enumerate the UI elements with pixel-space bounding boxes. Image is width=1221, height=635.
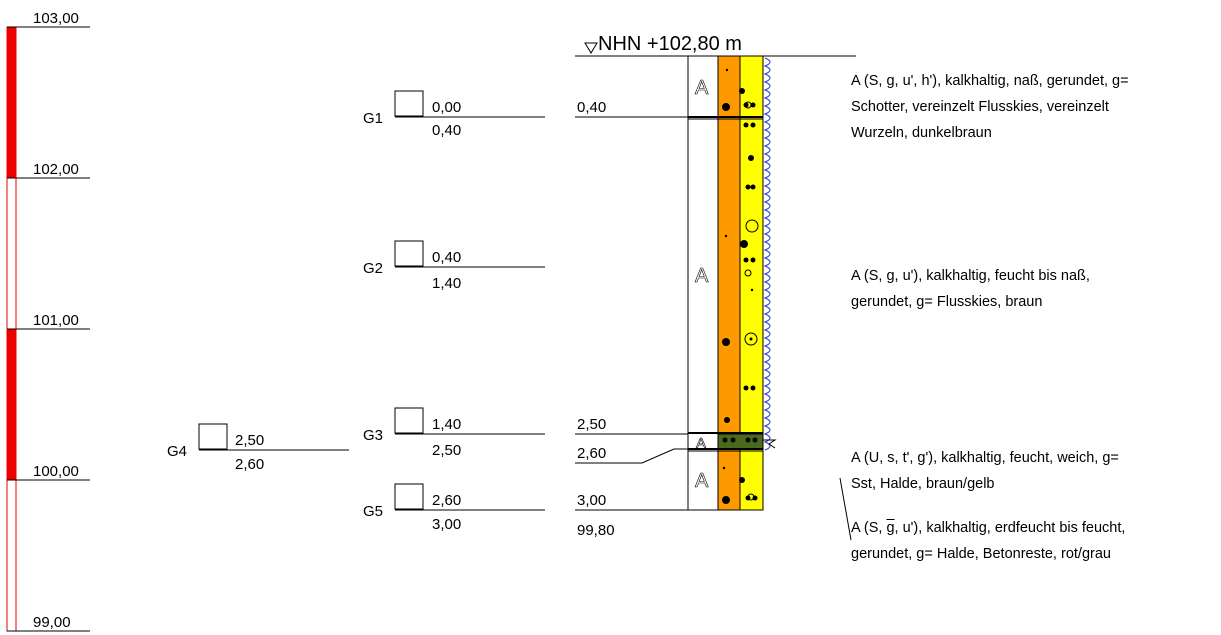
scale-segment-filled: [6, 26, 17, 179]
description-line: gerundet, g= Flusskies, braun: [851, 294, 1043, 310]
description-leader-line: [839, 477, 852, 541]
layer-code: A: [695, 265, 709, 287]
description-line: A (U, s, t', g'), kalkhaltig, feucht, we…: [851, 450, 1119, 466]
sample-id: G1: [363, 110, 383, 127]
layer-description: A (S, g, u'), kalkhaltig, erdfeucht bis …: [851, 515, 1211, 567]
sample-from: 2,60: [432, 492, 461, 509]
sample-G5: G5 2,60 3,00: [363, 483, 545, 533]
layer-description: A (S, g, u'), kalkhaltig, feucht bis naß…: [851, 263, 1211, 315]
scale-segment-filled: [6, 328, 17, 481]
layer-code-column: [687, 55, 719, 511]
description-line: A (S, g, u'), kalkhaltig, erdfeucht bis …: [851, 520, 1126, 536]
sample-G2: G2 0,40 1,40: [363, 240, 545, 292]
layer-code: A: [695, 470, 709, 492]
sample-box: [394, 90, 424, 117]
sample-G3: G3 1,40 2,50: [363, 407, 545, 459]
sample-id: G3: [363, 427, 383, 444]
sample-to: 2,60: [235, 456, 264, 473]
groundwater-wave-icon: [763, 57, 771, 451]
sample-box: [394, 240, 424, 267]
scale-label: 102,00: [33, 161, 79, 178]
scale-label: 101,00: [33, 312, 79, 329]
sample-box: [394, 407, 424, 434]
layer-bottom-label: 0,40: [577, 99, 606, 116]
sample-box: [198, 423, 228, 450]
sample-from: 1,40: [432, 416, 461, 433]
description-line: gerundet, g= Halde, Betonreste, rot/grau: [851, 546, 1111, 562]
layer-description: A (U, s, t', g'), kalkhaltig, feucht, we…: [851, 445, 1211, 497]
elevation-scale: 103,00 102,00 101,00 100,00 99,00: [6, 10, 90, 632]
layer-bottom-label: 2,50: [577, 416, 606, 433]
sample-from: 0,00: [432, 99, 461, 116]
description-line: Schotter, vereinzelt Flusskies, vereinze…: [851, 99, 1109, 115]
soil-symbols: [722, 68, 759, 504]
scale-label: 103,00: [33, 10, 79, 27]
scale-segment-hollow: [6, 479, 17, 632]
layer-code: A: [695, 77, 709, 99]
sample-box: [394, 483, 424, 510]
sample-id: G5: [363, 503, 383, 520]
description-line: A (S, g, u', h'), kalkhaltig, naß, gerun…: [851, 73, 1129, 89]
final-elevation-label: 99,80: [577, 522, 615, 539]
scale-label: 99,00: [33, 614, 71, 631]
water-level-marker-icon: [763, 439, 777, 449]
sample-id: G4: [167, 443, 187, 460]
water-level-label: NHN +102,80 m: [598, 33, 742, 55]
layer-bottom-label: 3,00: [577, 492, 606, 509]
sample-from: 2,50: [235, 432, 264, 449]
water-level-triangle-icon: [584, 42, 598, 54]
sample-to: 0,40: [432, 122, 461, 139]
description-line: Sst, Halde, braun/gelb: [851, 476, 995, 492]
sample-to: 1,40: [432, 275, 461, 292]
sample-to: 3,00: [432, 516, 461, 533]
scale-label: 100,00: [33, 463, 79, 480]
layer-code: A: [696, 435, 706, 452]
layer-description: A (S, g, u', h'), kalkhaltig, naß, gerun…: [851, 68, 1211, 146]
sample-to: 2,50: [432, 442, 461, 459]
scale-segment-hollow: [6, 177, 17, 330]
soil-color-band-yellow: [739, 55, 764, 511]
description-line: Wurzeln, dunkelbraun: [851, 125, 992, 141]
borehole-column: A A A A: [687, 55, 777, 511]
sample-G1: G1 0,00 0,40: [363, 90, 545, 139]
layer-bottom-label: 2,60: [577, 445, 606, 462]
sample-from: 0,40: [432, 249, 461, 266]
layer-boundary-labels: 0,40 2,50 2,60 3,00 99,80: [575, 99, 688, 539]
sample-G4: G4 2,50 2,60: [167, 423, 349, 473]
sample-id: G2: [363, 260, 383, 277]
water-level-header: NHN +102,80 m: [575, 33, 856, 57]
description-line: A (S, g, u'), kalkhaltig, feucht bis naß…: [851, 268, 1090, 284]
